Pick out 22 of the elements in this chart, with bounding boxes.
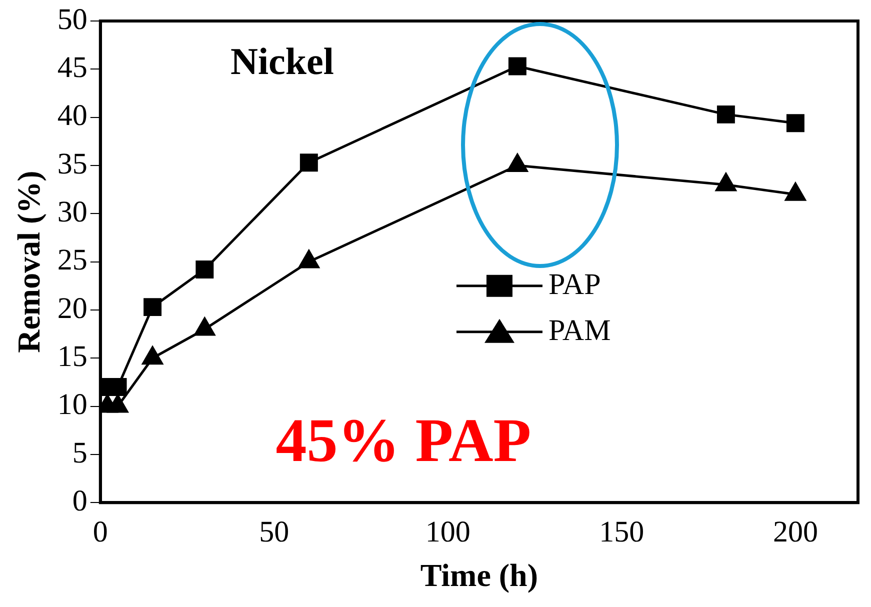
y-tick-label: 45 (57, 51, 88, 84)
y-tick-label: 35 (57, 147, 88, 180)
legend-label: PAP (548, 268, 601, 301)
y-tick-label: 0 (72, 484, 88, 518)
legend-label: PAM (548, 314, 611, 347)
y-tick-label: 30 (57, 196, 88, 229)
x-tick-label: 200 (772, 515, 818, 548)
y-axis-title: Removal (%) (10, 170, 46, 353)
y-tick-label: 50 (57, 2, 88, 36)
x-tick-label: 100 (425, 515, 470, 548)
x-tick-label: 0 (92, 515, 108, 548)
x-axis-title: Time (h) (420, 557, 538, 594)
y-tick-label: 20 (57, 292, 88, 325)
y-tick-label: 10 (57, 388, 88, 422)
annotation: Nickel (230, 41, 334, 84)
y-tick-label: 15 (57, 340, 88, 373)
x-tick-label: 50 (259, 515, 290, 548)
y-tick-label: 5 (72, 436, 88, 470)
y-tick-label: 40 (57, 99, 88, 132)
y-tick-label: 25 (57, 244, 88, 277)
annotation: 45% PAP (276, 406, 532, 475)
x-tick-label: 150 (599, 515, 644, 548)
